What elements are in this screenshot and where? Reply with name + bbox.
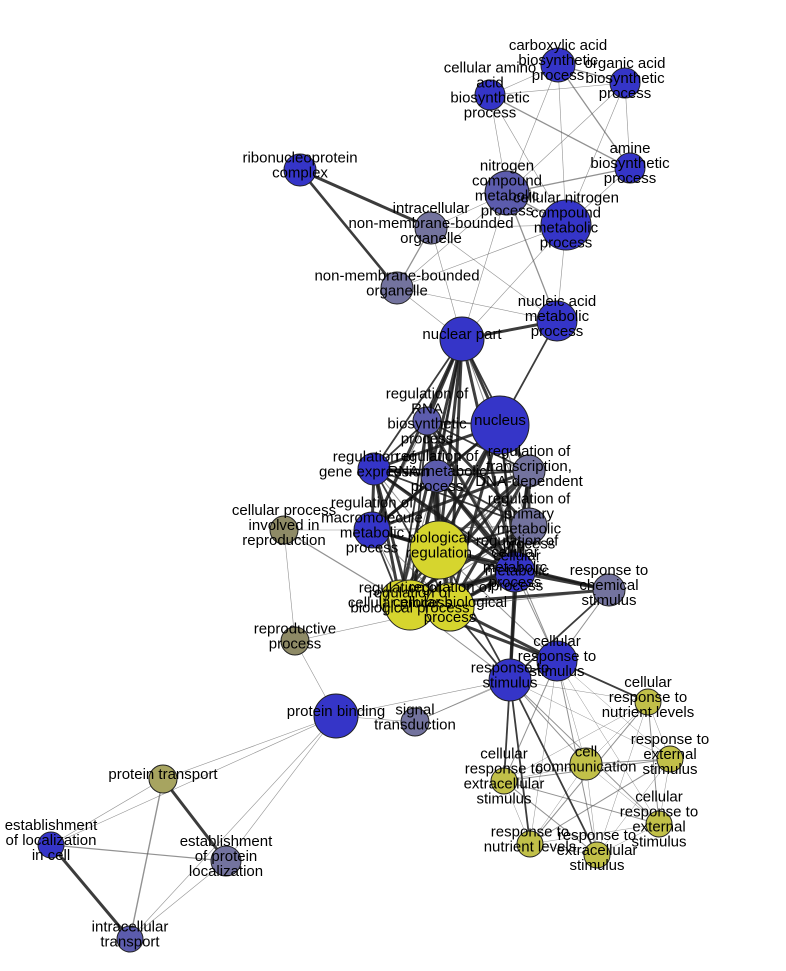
svg-text:protein transport: protein transport xyxy=(108,766,218,783)
svg-text:nuclear part: nuclear part xyxy=(422,326,502,343)
svg-text:nucleus: nucleus xyxy=(474,412,526,429)
svg-text:protein binding: protein binding xyxy=(287,703,385,720)
